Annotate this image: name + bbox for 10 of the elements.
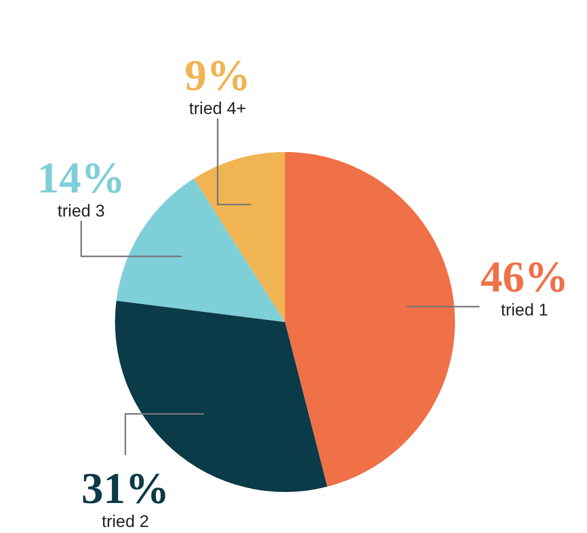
slice-label: tried 1	[500, 300, 548, 320]
data-label: 31%	[81, 464, 170, 514]
pie-slice	[285, 152, 455, 487]
data-label: 9%	[184, 51, 251, 100]
slice-label: tried 3	[58, 202, 105, 221]
slice-label: tried 4+	[189, 99, 246, 118]
data-label: 46%	[480, 252, 568, 302]
data-label: 14%	[37, 154, 126, 203]
slice-label: tried 2	[102, 512, 149, 532]
pie-slice	[194, 152, 285, 322]
